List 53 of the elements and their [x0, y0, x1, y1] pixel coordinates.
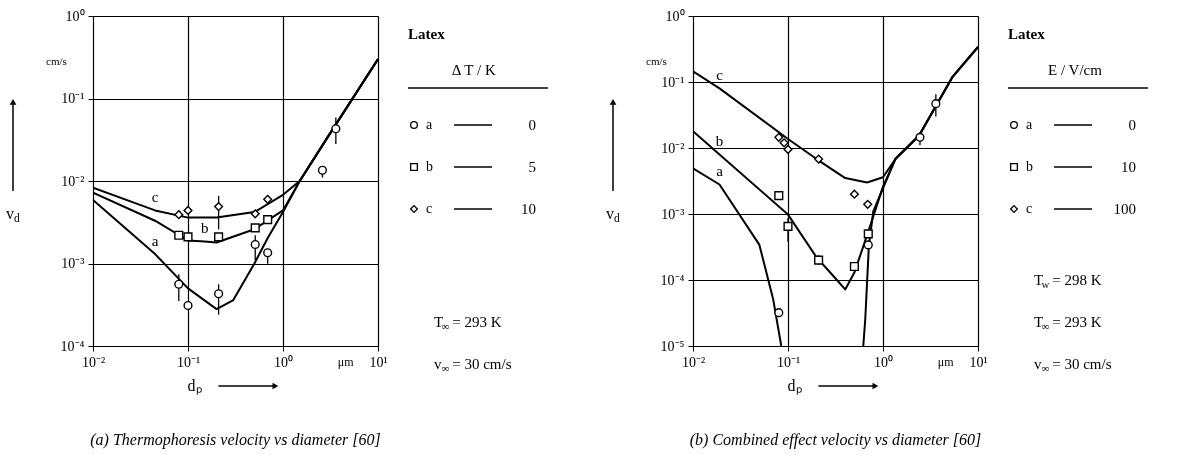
text: 100 — [1113, 201, 1136, 217]
legend-title: Δ T / K — [451, 62, 496, 78]
text: (a) Thermophoresis velocity vs diameter [60] — [90, 431, 381, 449]
text: Latex — [408, 26, 446, 42]
legend-label: b — [1026, 159, 1033, 174]
text: 5 — [528, 159, 536, 175]
x-tick-label: 10⁻¹ — [776, 354, 801, 370]
x-tick-label: 10¹ — [369, 354, 388, 370]
text: μm — [337, 355, 355, 369]
y-tick-label: 10⁰ — [65, 8, 85, 24]
text: T∞ = 293 K — [434, 314, 502, 332]
x-tick-label: 10⁻¹ — [176, 354, 201, 370]
annotation: a — [151, 233, 159, 250]
x-tick-label: 10⁻² — [681, 354, 706, 370]
y-tick-label: 10⁻⁵ — [660, 338, 685, 354]
annotation: c — [716, 67, 724, 84]
text: T∞ = 293 K — [1034, 314, 1102, 332]
annotation: c — [151, 189, 159, 206]
text: cm/s — [646, 55, 667, 67]
x-tick-label: 10⁰ — [274, 354, 293, 370]
annotation: b — [715, 133, 724, 150]
y-tick-label: 10⁻² — [661, 140, 685, 156]
y-tick-label: 10⁻¹ — [661, 74, 685, 90]
y-tick-label: 10⁰ — [665, 8, 685, 24]
y-tick-label: 10⁻³ — [61, 256, 85, 271]
x-axis-title: dₚ — [787, 377, 802, 395]
y-tick-label: 10⁻⁴ — [60, 338, 85, 354]
legend-label: c — [1026, 201, 1033, 216]
y-tick-label: 10⁻³ — [661, 206, 685, 222]
annotation: a — [716, 163, 724, 180]
text: 10 — [521, 201, 536, 217]
text: v∞ = 30 cm/s — [434, 356, 512, 374]
legend-label: b — [426, 159, 433, 174]
text: 10 — [1121, 159, 1136, 175]
text: (b) Combined effect velocity vs diameter [60] — [689, 431, 982, 449]
legend-label: a — [426, 117, 433, 132]
legend-label: c — [426, 201, 433, 216]
legend-title: E / V/cm — [1048, 62, 1103, 78]
x-tick-label: 10¹ — [969, 354, 988, 370]
text: μm — [937, 355, 955, 369]
text: Latex — [1008, 26, 1046, 42]
text: cm/s — [46, 55, 67, 67]
text: v∞ = 30 cm/s — [1034, 356, 1112, 374]
y-tick-label: 10⁻² — [61, 173, 85, 189]
x-tick-label: 10⁰ — [874, 354, 893, 370]
x-tick-label: 10⁻² — [81, 354, 106, 370]
y-tick-label: 10⁻¹ — [61, 91, 85, 106]
legend-label: a — [1026, 117, 1033, 132]
x-axis-title: dₚ — [187, 377, 202, 395]
annotation: b — [200, 220, 209, 237]
text: 0 — [1128, 117, 1136, 133]
text: 0 — [528, 117, 536, 133]
y-tick-label: 10⁻⁴ — [660, 272, 685, 288]
